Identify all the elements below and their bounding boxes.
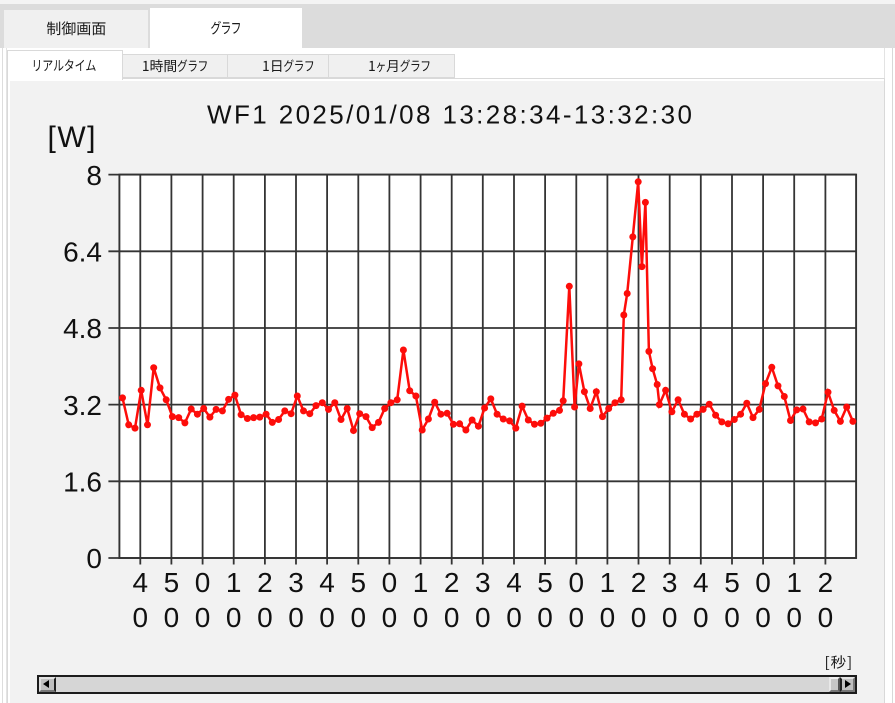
- svg-text:0: 0: [537, 602, 553, 633]
- svg-text:0: 0: [288, 602, 304, 633]
- svg-text:0: 0: [319, 602, 335, 633]
- svg-text:8: 8: [86, 160, 102, 191]
- svg-text:0: 0: [818, 602, 834, 633]
- svg-text:0: 0: [133, 602, 149, 633]
- svg-text:0: 0: [382, 602, 398, 633]
- svg-text:0: 0: [226, 602, 242, 633]
- svg-text:0: 0: [755, 602, 771, 633]
- svg-text:0: 0: [351, 602, 367, 633]
- svg-text:2: 2: [257, 567, 273, 598]
- svg-text:3: 3: [662, 567, 678, 598]
- svg-text:4: 4: [693, 567, 709, 598]
- svg-text:5: 5: [351, 567, 367, 598]
- svg-text:1: 1: [226, 567, 242, 598]
- svg-text:0: 0: [475, 602, 491, 633]
- svg-text:0: 0: [724, 602, 740, 633]
- svg-text:0: 0: [569, 567, 585, 598]
- svg-text:0: 0: [600, 602, 616, 633]
- svg-text:1: 1: [600, 567, 616, 598]
- svg-text:0: 0: [662, 602, 678, 633]
- svg-text:0: 0: [693, 602, 709, 633]
- svg-text:5: 5: [164, 567, 180, 598]
- svg-text:0: 0: [786, 602, 802, 633]
- svg-text:0: 0: [755, 567, 771, 598]
- svg-text:1.6: 1.6: [63, 467, 102, 498]
- svg-text:0: 0: [164, 602, 180, 633]
- svg-text:0: 0: [257, 602, 273, 633]
- svg-text:1: 1: [413, 567, 429, 598]
- svg-text:0: 0: [195, 567, 211, 598]
- svg-text:0: 0: [506, 602, 522, 633]
- svg-text:0: 0: [569, 602, 585, 633]
- svg-text:4: 4: [319, 567, 335, 598]
- svg-text:4.8: 4.8: [63, 313, 102, 344]
- svg-text:4: 4: [133, 567, 149, 598]
- svg-text:WF1 2025/01/08 13:28:34-13:32:: WF1 2025/01/08 13:28:34-13:32:30: [207, 100, 694, 130]
- svg-text:3: 3: [288, 567, 304, 598]
- svg-text:3: 3: [475, 567, 491, 598]
- svg-text:0: 0: [195, 602, 211, 633]
- svg-text:4: 4: [506, 567, 522, 598]
- svg-text:5: 5: [724, 567, 740, 598]
- svg-text:1: 1: [786, 567, 802, 598]
- svg-text:0: 0: [382, 567, 398, 598]
- svg-text:3.2: 3.2: [63, 390, 102, 421]
- svg-text:2: 2: [818, 567, 834, 598]
- svg-text:6.4: 6.4: [63, 237, 102, 268]
- svg-text:0: 0: [631, 602, 647, 633]
- svg-text:0: 0: [444, 602, 460, 633]
- svg-text:0: 0: [413, 602, 429, 633]
- svg-text:2: 2: [631, 567, 647, 598]
- svg-text:[W]: [W]: [48, 121, 98, 154]
- svg-text:0: 0: [86, 543, 102, 574]
- svg-text:2: 2: [444, 567, 460, 598]
- svg-text:5: 5: [537, 567, 553, 598]
